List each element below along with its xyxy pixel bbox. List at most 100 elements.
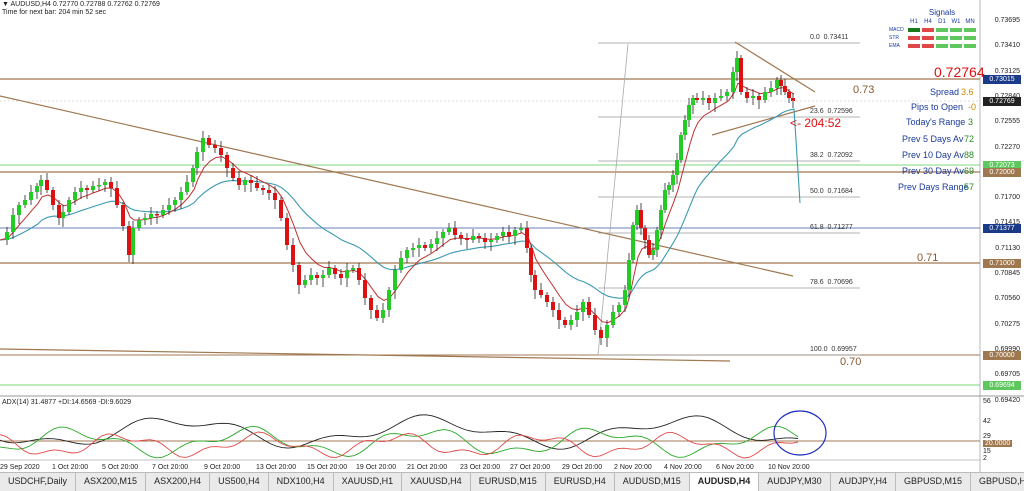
bull-candle	[201, 138, 205, 152]
fibonacci-retracement[interactable]	[598, 42, 860, 356]
bull-candle	[131, 228, 135, 255]
chart-tab[interactable]: GBPUSD,H4	[971, 473, 1024, 491]
signal-indicator	[950, 36, 962, 40]
triangle-upper-line[interactable]	[734, 41, 816, 93]
chart-tab[interactable]: XAUUSD,H4	[402, 473, 471, 491]
price-axis-label: 0.73695	[994, 17, 1020, 24]
fib-anchor-line	[597, 43, 629, 356]
price-axis-label: 0.73125	[994, 67, 1020, 75]
bull-candle	[675, 160, 679, 175]
signal-indicator	[908, 44, 920, 48]
chart-tab[interactable]: USDCHF,Daily	[0, 473, 77, 491]
time-axis-label: 7 Oct 20:00	[152, 464, 188, 471]
pips-label: Pips to Open	[911, 102, 964, 112]
signals-row-name: MACD	[889, 27, 904, 33]
prev5-label: Prev 5 Days Av	[902, 134, 964, 144]
bear-candle	[539, 290, 543, 295]
bull-candle	[17, 205, 21, 215]
range-label: Today's Range	[906, 117, 966, 127]
bear-candle	[599, 330, 603, 338]
bull-candle	[173, 200, 177, 205]
bull-candle	[393, 270, 397, 290]
bear-candle	[707, 98, 711, 103]
bear-candle	[639, 210, 643, 228]
bear-candle	[465, 238, 469, 240]
bear-candle	[551, 302, 555, 310]
bull-candle	[387, 290, 391, 310]
chart-tab[interactable]: ASX200,H4	[146, 473, 211, 491]
signals-row: EMA	[889, 43, 989, 49]
signal-indicator	[964, 28, 976, 32]
level-072-box: 0.72000	[983, 168, 1021, 177]
signals-header: H1 H4 D1 W1 MN	[907, 19, 989, 25]
bid-price: 0.72764	[934, 64, 985, 80]
bear-candle	[529, 248, 533, 275]
signals-row: MACD	[889, 27, 989, 33]
signal-indicator	[950, 44, 962, 48]
time-axis-label: 2 Nov 20:00	[614, 464, 652, 471]
bull-candle	[501, 232, 505, 236]
candlestick-series	[5, 51, 795, 347]
green-price-box: 0.72073	[983, 161, 1021, 170]
chart-tab[interactable]: AUDJPY,M30	[759, 473, 831, 491]
bull-candle	[345, 270, 349, 278]
time-axis-label: 21 Oct 20:00	[407, 464, 447, 471]
bull-candle	[35, 186, 39, 192]
bear-candle	[369, 298, 373, 310]
bull-candle	[687, 105, 691, 120]
fib-level-label: 100.0 0.69957	[810, 346, 857, 353]
adx-axis-label: 56	[983, 398, 991, 405]
bull-candle	[429, 244, 433, 248]
price-axis-label: 0.69420	[994, 396, 1020, 404]
chart-tab[interactable]: NDX100,H4	[269, 473, 334, 491]
chart-tab[interactable]: AUDJPY,H4	[831, 473, 896, 491]
bull-candle	[617, 305, 621, 312]
bear-candle	[593, 315, 597, 330]
time-axis-label: 4 Nov 20:00	[664, 464, 702, 471]
chart-tab[interactable]: GBPUSD,M15	[896, 473, 971, 491]
bull-candle	[405, 250, 409, 258]
bear-candle	[127, 226, 131, 255]
bear-candle	[477, 236, 481, 238]
chart-tab[interactable]: ASX200,M15	[76, 473, 147, 491]
bear-candle	[219, 148, 223, 155]
chart-tab[interactable]: US500,H4	[210, 473, 269, 491]
triangle-lower-line[interactable]	[711, 105, 816, 136]
level-071-box: 0.71000	[983, 259, 1021, 268]
bull-candle	[5, 232, 9, 240]
bull-candle	[751, 96, 755, 98]
countdown-label: <- 204:52	[790, 116, 842, 130]
bear-candle	[453, 228, 457, 235]
signals-row-name: EMA	[889, 43, 900, 49]
bull-candle	[489, 240, 493, 242]
bull-candle	[327, 268, 331, 275]
chart-tab-bar: USDCHF,Daily ASX200,M15 ASX200,H4 US500,H4 N…	[0, 472, 1024, 491]
bull-candle	[775, 80, 779, 88]
chart-tab[interactable]: EURUSD,M15	[471, 473, 546, 491]
bear-candle	[483, 238, 487, 242]
prev30-label: Prev 30 Day Av	[902, 166, 964, 176]
fib-level-label: 38.2 0.72092	[810, 152, 853, 159]
price-axis-label: 0.71415	[994, 219, 1020, 227]
bear-candle	[297, 265, 301, 285]
bull-candle	[701, 98, 705, 100]
bear-candle	[57, 205, 61, 218]
bear-candle	[357, 268, 361, 280]
support-trend-line[interactable]	[0, 348, 731, 362]
chart-tab[interactable]: AUDUSD,H4	[689, 473, 760, 491]
bull-candle	[569, 320, 573, 325]
chart-tab[interactable]: EURUSD,H4	[546, 473, 615, 491]
bull-candle	[719, 96, 723, 98]
downtrend-line[interactable]	[0, 95, 794, 277]
bull-candle	[143, 218, 147, 220]
prev10-label: Prev 10 Day Av	[902, 150, 964, 160]
bull-candle	[411, 248, 415, 250]
price-axis-label: 0.72270	[994, 143, 1020, 151]
main-chart-area[interactable]	[0, 0, 980, 395]
chart-tab[interactable]: AUDUSD,M15	[615, 473, 690, 491]
bull-candle	[627, 260, 631, 290]
price-axis-label: 0.71700	[994, 194, 1020, 202]
signal-indicator	[922, 44, 934, 48]
chart-tab[interactable]: XAUUSD,H1	[334, 473, 403, 491]
